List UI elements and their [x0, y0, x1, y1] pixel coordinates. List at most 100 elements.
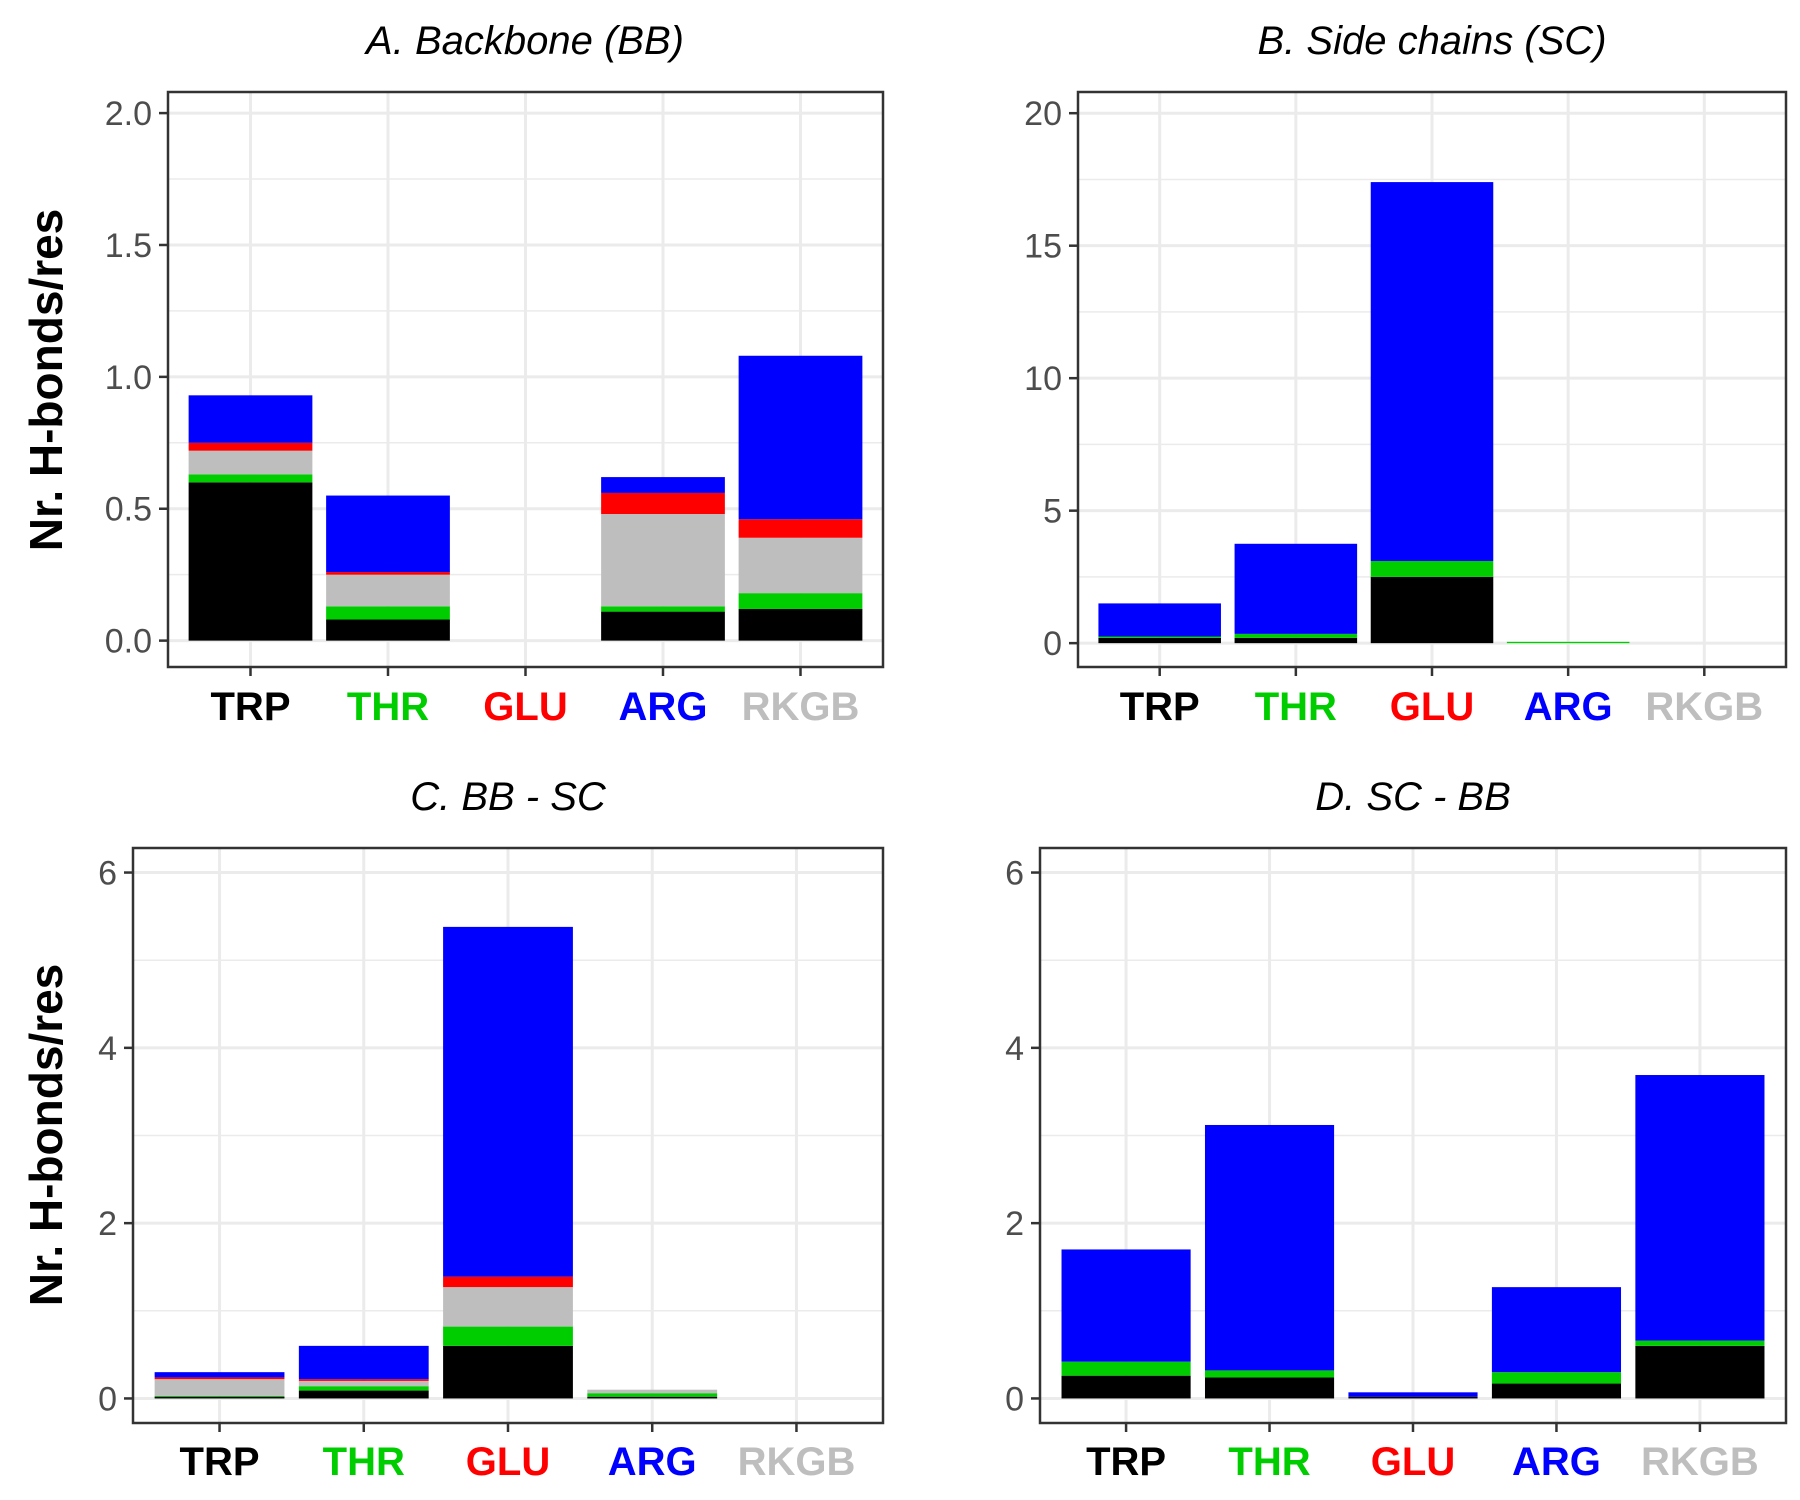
bar-glu-arg: [443, 926, 573, 1277]
y-tick-label: 2: [98, 1205, 117, 1243]
bar-arg-thr: [1491, 1372, 1622, 1384]
panel-title: A. Backbone (BB): [364, 19, 684, 63]
bar-glu-arg: [1370, 182, 1494, 562]
bar-arg-trp: [1491, 1383, 1622, 1399]
panel-1: 0 5 10 15 20 TRP THR GLU ARG RKGB B. Side chains (…: [1024, 19, 1788, 729]
bar-rkgb-trp: [1635, 1345, 1765, 1399]
bar-thr-trp: [1204, 1377, 1335, 1399]
bar-trp-glu: [188, 442, 313, 451]
x-tick-label-glu: GLU: [1371, 1440, 1455, 1484]
bar-arg-rkgb: [587, 1389, 718, 1394]
y-tick-label: 0.0: [105, 623, 152, 661]
bar-trp-glu: [154, 1377, 285, 1380]
panel-0: 0.0 0.5 1.0 1.5 2.0 TRP THR GLU ARG RKGB A. Backbo…: [20, 19, 885, 729]
bar-trp-arg: [188, 395, 313, 443]
y-tick-label: 4: [1005, 1030, 1024, 1068]
bar-trp-thr: [154, 1395, 285, 1397]
bar-rkgb-thr: [738, 593, 863, 609]
bar-thr-trp: [1234, 637, 1358, 644]
x-tick-label-trp: TRP: [1120, 685, 1200, 729]
bar-thr-thr: [326, 606, 450, 620]
bar-trp-rkgb: [154, 1379, 285, 1396]
y-tick-label: 4: [98, 1030, 117, 1068]
bar-thr-rkgb: [298, 1380, 429, 1387]
bar-glu-trp: [1348, 1396, 1478, 1399]
x-tick-label-glu: GLU: [466, 1440, 550, 1484]
bar-trp-trp: [1061, 1375, 1191, 1399]
bar-trp-trp: [154, 1396, 285, 1399]
bar-glu-arg: [1348, 1392, 1478, 1397]
bar-arg-thr: [587, 1393, 718, 1397]
bar-glu-rkgb: [443, 1287, 573, 1327]
bar-thr-rkgb: [326, 574, 450, 607]
y-tick-label: 0: [98, 1380, 117, 1418]
x-tick-label-rkgb: RKGB: [738, 1440, 856, 1484]
y-tick-label: 0.5: [105, 491, 152, 529]
panel-3: 0 2 4 6 TRP THR GLU ARG RKGB D. SC - BB: [1005, 775, 1788, 1484]
y-tick-label: 6: [1005, 855, 1024, 893]
panel-title: D. SC - BB: [1315, 775, 1511, 819]
bar-thr-trp: [298, 1390, 429, 1399]
bar-rkgb-arg: [738, 355, 863, 520]
y-tick-label: 10: [1024, 360, 1062, 398]
bar-rkgb-trp: [738, 608, 863, 641]
x-tick-label-thr: THR: [323, 1440, 405, 1484]
x-tick-label-trp: TRP: [1086, 1440, 1166, 1484]
bar-trp-thr: [1061, 1361, 1191, 1376]
y-tick-label: 2.0: [105, 95, 152, 133]
bar-rkgb-arg: [1635, 1075, 1765, 1341]
bar-thr-arg: [298, 1345, 429, 1380]
bar-thr-thr: [1234, 633, 1358, 638]
x-tick-label-arg: ARG: [1512, 1440, 1601, 1484]
bar-trp-arg: [1098, 603, 1221, 637]
x-tick-label-rkgb: RKGB: [742, 685, 860, 729]
y-tick-label: 1.0: [105, 359, 152, 397]
bar-glu-trp: [1370, 576, 1494, 644]
bar-thr-arg: [1204, 1124, 1335, 1371]
x-tick-label-arg: ARG: [619, 685, 708, 729]
y-tick-label: 5: [1043, 493, 1062, 531]
bar-arg-rkgb: [601, 514, 725, 607]
bar-rkgb-glu: [738, 519, 863, 538]
x-tick-label-arg: ARG: [1524, 685, 1613, 729]
y-tick-label: 2: [1005, 1205, 1024, 1243]
y-tick-label: 20: [1024, 95, 1062, 133]
x-tick-label-rkgb: RKGB: [1645, 685, 1763, 729]
bar-thr-arg: [1234, 543, 1358, 634]
bar-trp-rkgb: [188, 450, 313, 475]
x-tick-label-thr: THR: [1228, 1440, 1310, 1484]
bar-glu-glu: [443, 1276, 573, 1288]
y-tick-label: 0: [1005, 1380, 1024, 1418]
x-tick-label-thr: THR: [1255, 685, 1337, 729]
bar-thr-glu: [326, 572, 450, 575]
bar-trp-thr: [1098, 636, 1221, 638]
bar-thr-thr: [298, 1386, 429, 1391]
panel-title: C. BB - SC: [410, 775, 607, 819]
bar-arg-arg: [1491, 1287, 1622, 1373]
bar-rkgb-rkgb: [738, 537, 863, 594]
x-tick-label-thr: THR: [347, 685, 429, 729]
bar-thr-arg: [326, 495, 450, 573]
bar-arg-thr: [601, 606, 725, 612]
bar-arg-trp: [601, 611, 725, 641]
bar-trp-arg: [1061, 1249, 1191, 1362]
x-tick-label-glu: GLU: [483, 685, 567, 729]
bar-trp-arg: [154, 1372, 285, 1378]
bar-trp-trp: [188, 482, 313, 641]
y-axis-label: Nr. H-bonds/res: [20, 964, 72, 1307]
bar-rkgb-thr: [1635, 1340, 1765, 1346]
bar-arg-glu: [601, 492, 725, 515]
bar-arg-trp: [587, 1396, 718, 1399]
x-tick-label-arg: ARG: [608, 1440, 697, 1484]
panel-2: 0 2 4 6 TRP THR GLU ARG RKGB C. BB - SC Nr. H-bond…: [20, 775, 885, 1484]
bar-glu-trp: [443, 1345, 573, 1399]
bar-glu-thr: [1370, 561, 1494, 577]
bar-trp-trp: [1098, 637, 1221, 644]
y-tick-label: 1.5: [105, 227, 152, 265]
x-tick-label-trp: TRP: [211, 685, 291, 729]
bar-arg-arg: [601, 477, 725, 493]
bar-thr-thr: [1204, 1370, 1335, 1378]
bar-glu-thr: [443, 1326, 573, 1346]
bar-thr-glu: [298, 1379, 429, 1381]
